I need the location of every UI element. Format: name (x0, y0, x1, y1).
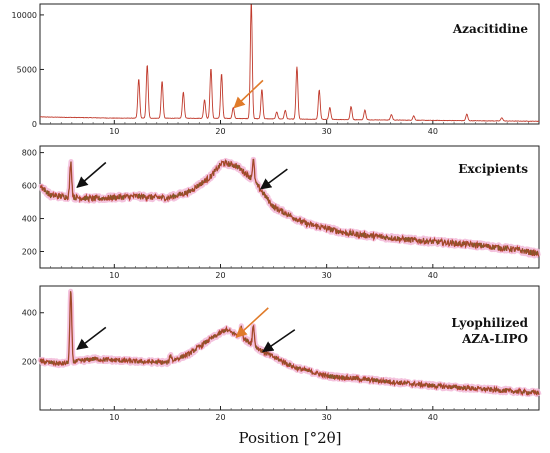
panel-label: Azacitidine (452, 22, 529, 36)
y-tick-label: 0 (32, 120, 37, 129)
panel-label: AZA-LIPO (461, 332, 528, 346)
x-tick-label: 40 (428, 127, 438, 136)
black-arrow-annotation (262, 329, 296, 353)
y-tick-label: 200 (22, 248, 37, 257)
panel-excipients: 10 20 30 40 200 400 600 800 Excipients (22, 145, 542, 280)
black-arrow-annotation (259, 168, 288, 190)
panel-label: Excipients (458, 162, 528, 176)
y-tick-label: 400 (22, 309, 37, 318)
trace-line-overlay (39, 159, 540, 257)
x-tick-label: 10 (109, 271, 119, 280)
y-tick-label: 800 (22, 149, 37, 158)
trace-line-overlay (39, 291, 540, 396)
y-tick-label: 200 (22, 357, 37, 366)
x-tick-label: 30 (322, 127, 332, 136)
y-tick-label: 400 (22, 215, 37, 224)
x-tick-label: 40 (428, 413, 438, 422)
y-tick-label: 10000 (12, 11, 37, 20)
panel-label: Lyophilized (451, 316, 528, 330)
y-tick-label: 5000 (17, 65, 37, 74)
orange-arrow-annotation (233, 79, 264, 109)
x-tick-label: 10 (109, 127, 119, 136)
black-arrow-annotation (76, 326, 107, 350)
panel-azacitidine: 10 20 30 40 0 5000 10000 Azacitidine (12, 3, 540, 136)
orange-arrow-annotation (235, 307, 269, 338)
black-arrow-annotation (76, 161, 107, 188)
trace-line (39, 4, 540, 122)
panel-frame (39, 285, 540, 411)
panel-lyophilized: 10 20 30 40 200 400 Lyophilized AZA-LIPO (22, 285, 542, 422)
x-tick-label: 20 (215, 413, 225, 422)
x-tick-label: 40 (428, 271, 438, 280)
x-tick-label: 20 (215, 271, 225, 280)
x-tick-label: 10 (109, 413, 119, 422)
x-axis-label: Position [°2θ] (238, 429, 341, 447)
y-tick-label: 600 (22, 182, 37, 191)
panel-frame (39, 145, 540, 269)
x-tick-label: 30 (322, 413, 332, 422)
x-tick-label: 30 (322, 271, 332, 280)
panel-frame (39, 3, 540, 125)
x-tick-label: 20 (215, 127, 225, 136)
